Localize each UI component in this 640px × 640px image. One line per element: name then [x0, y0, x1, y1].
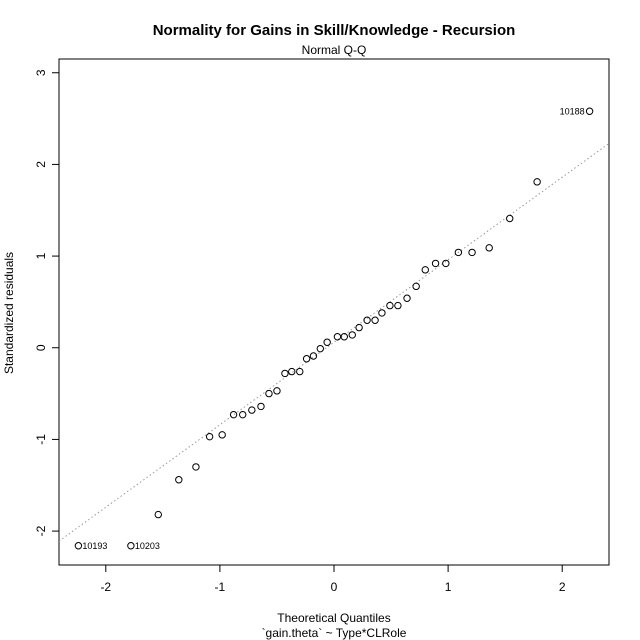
- x-tick-label: -2: [100, 580, 111, 594]
- point-label: 10188: [560, 106, 585, 116]
- y-tick-label: 3: [34, 69, 48, 76]
- data-point: [371, 316, 379, 324]
- data-point: [74, 542, 83, 550]
- data-point: [218, 431, 226, 439]
- data-point: [323, 338, 331, 346]
- data-point: [296, 367, 304, 376]
- data-point: [454, 248, 463, 257]
- point-label: 10193: [82, 541, 107, 551]
- y-tick-label: 1: [34, 252, 48, 259]
- data-point: [442, 259, 450, 268]
- data-point: [340, 333, 348, 341]
- data-point: [288, 367, 296, 376]
- data-point: [127, 542, 135, 550]
- data-point: [421, 266, 429, 274]
- chart-subtitle: Normal Q-Q: [302, 43, 367, 57]
- plot-frame: [58, 58, 610, 566]
- data-point: [468, 248, 476, 257]
- data-point: [348, 331, 356, 339]
- data-point: [506, 214, 514, 223]
- data-point: [248, 406, 256, 414]
- data-point: [355, 323, 363, 332]
- chart-title: Normality for Gains in Skill/Knowledge -…: [153, 22, 516, 39]
- data-point: [412, 282, 420, 291]
- data-point: [431, 259, 440, 268]
- x-axis-label: Theoretical Quantiles: [277, 611, 390, 625]
- data-point: [229, 410, 238, 419]
- data-point: [257, 402, 265, 411]
- x-tick-label: -1: [215, 580, 226, 594]
- data-point: [192, 463, 200, 471]
- data-point: [378, 309, 386, 317]
- data-point: [533, 178, 541, 186]
- data-point: [394, 301, 402, 310]
- x-tick-label: 1: [445, 580, 452, 594]
- y-tick-label: -2: [34, 525, 48, 536]
- reference-line: [59, 143, 609, 542]
- data-point: [281, 369, 289, 378]
- data-point: [363, 316, 371, 324]
- x-tick-label: 0: [331, 580, 338, 594]
- data-point: [309, 352, 318, 360]
- data-point: [154, 510, 162, 519]
- data-point: [175, 476, 183, 484]
- x-axis-sublabel: `gain.theta` ~ Type*CLRole: [262, 626, 407, 640]
- data-point: [239, 410, 247, 419]
- point-label: 10203: [135, 541, 160, 551]
- data-point: [316, 344, 325, 353]
- data-point: [333, 333, 342, 341]
- data-point: [205, 432, 214, 441]
- x-tick-label: 2: [559, 580, 566, 594]
- data-point: [302, 355, 311, 363]
- y-tick-label: -1: [34, 434, 48, 445]
- data-point: [485, 244, 493, 252]
- data-point: [265, 389, 273, 398]
- data-point: [273, 387, 281, 395]
- y-axis-label: Standardized residuals: [2, 252, 16, 374]
- data-point: [403, 294, 411, 302]
- data-point: [386, 301, 394, 310]
- data-point: [585, 107, 594, 115]
- y-tick-label: 0: [34, 344, 48, 351]
- y-tick-label: 2: [34, 161, 48, 168]
